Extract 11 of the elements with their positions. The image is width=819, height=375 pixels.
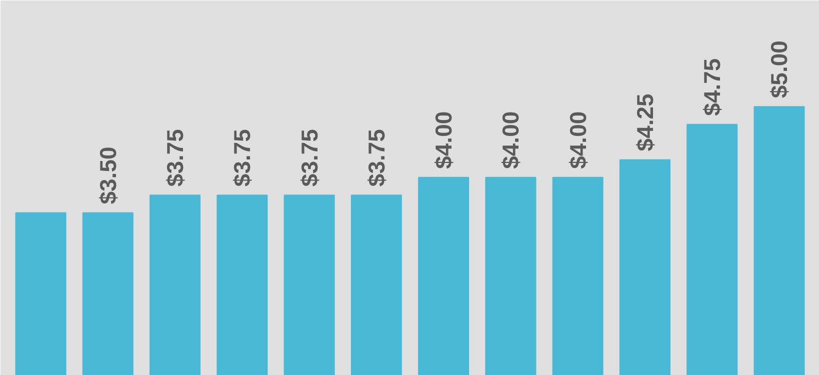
- data-label: $4.00: [430, 111, 457, 169]
- data-label: $3.75: [363, 128, 390, 187]
- data-label: $4.25: [632, 93, 658, 152]
- data-label: $4.00: [498, 111, 524, 169]
- data-label: $3.75: [229, 128, 256, 187]
- data-label: $5.00: [766, 40, 792, 98]
- data-label: $3.75: [296, 128, 322, 187]
- data-label: $3.50: [94, 146, 121, 204]
- data-label: $4.75: [699, 58, 726, 116]
- data-label: $3.75: [162, 128, 188, 187]
- data-label: $4.00: [564, 111, 591, 169]
